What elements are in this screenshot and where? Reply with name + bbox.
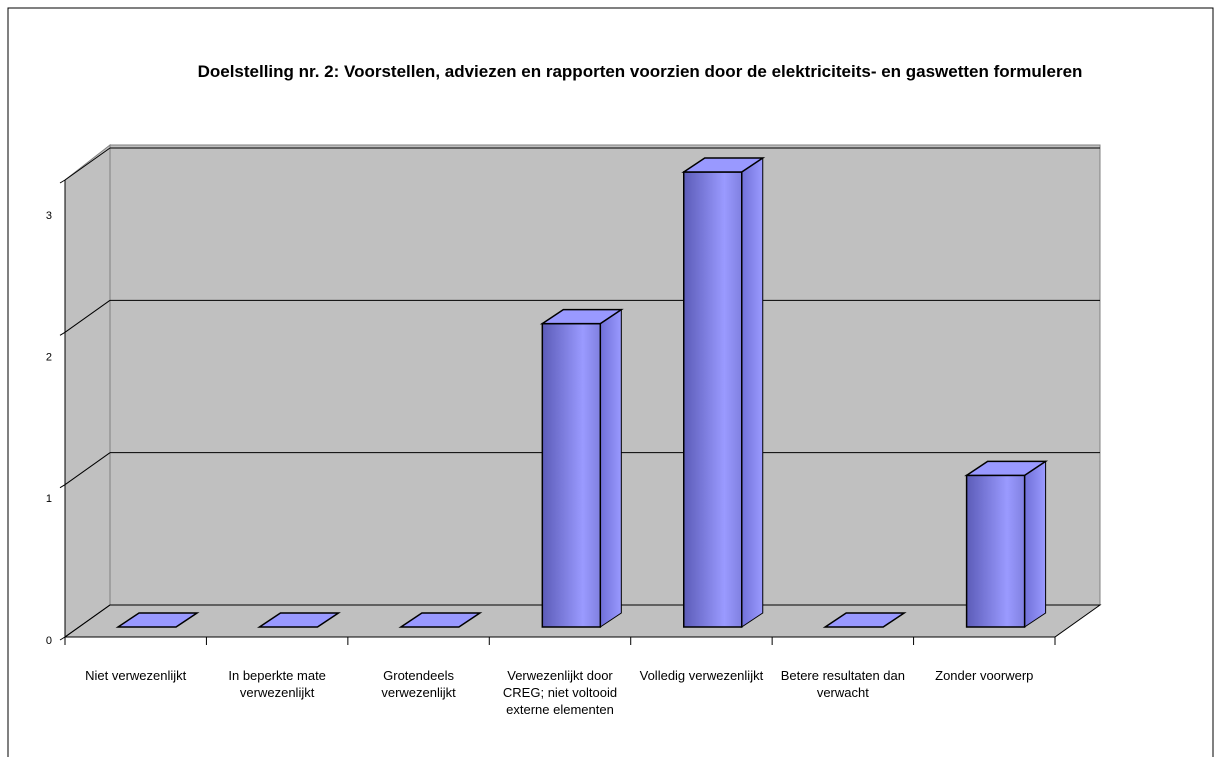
x-tick-label: Grotendeels verwezenlijkt [381,668,456,700]
bar-side [599,308,622,628]
grid-line [64,299,111,333]
x-tick-label: Volledig verwezenlijkt [639,668,764,683]
side-wall [64,143,111,638]
x-tick-label: Niet verwezenlijkt [85,668,187,683]
bar-top [539,308,624,325]
y-tick [59,484,66,489]
bar [683,171,743,628]
bar [541,322,602,628]
bar-top [681,157,766,173]
y-tick [59,331,66,336]
frame [7,7,1214,757]
bar-side [741,157,764,628]
x-tick-label: In beperkte mate verwezenlijkt [228,668,326,700]
bar-top [115,612,200,628]
x-tick-label: Verwezenlijkt door CREG; niet voltooid e… [502,668,618,717]
bar-top [822,612,907,628]
bar-top [398,612,483,628]
y-tick-label: 0 [46,635,52,647]
y-tick-label: 2 [46,352,52,364]
y-tick-label: 3 [46,210,52,222]
bar [965,474,1026,628]
y-tick [59,636,66,641]
bar-top [256,612,341,628]
grid-line [64,452,111,486]
chart-title: Doelstelling nr. 2: Voorstellen, advieze… [197,62,1083,81]
x-tick-label: Zonder voorwerp [935,668,1034,683]
x-tick-label: Betere resultaten dan verwacht [780,668,905,700]
grid-line [64,604,111,638]
y-tick-label: 1 [46,493,52,505]
bar-side [1024,460,1047,628]
grid-line [64,147,111,181]
y-tick [59,179,66,184]
bar-top [964,460,1049,477]
